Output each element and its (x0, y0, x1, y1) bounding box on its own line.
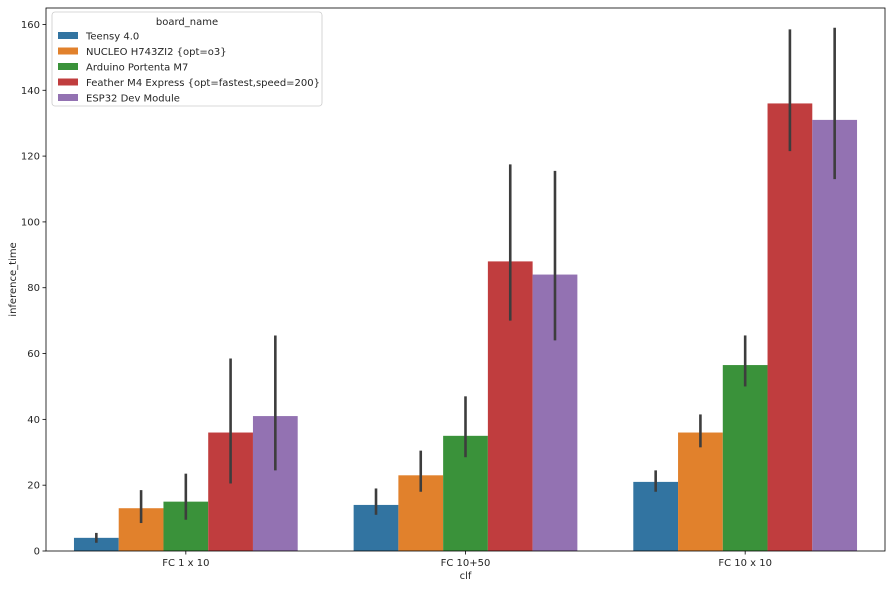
legend-items: Teensy 4.0 NUCLEO H743ZI2 {opt=o3} Arduino… (58, 32, 320, 105)
y-tick-label: 100 (21, 217, 40, 228)
y-tick-label: 120 (21, 152, 40, 163)
legend-swatch (58, 78, 78, 86)
y-tick-label: 0 (34, 547, 40, 558)
bar (812, 119, 858, 551)
legend-label: Teensy 4.0 (85, 32, 139, 43)
y-tick-label: 140 (21, 86, 40, 97)
bar (633, 481, 679, 551)
bar (767, 103, 813, 551)
y-tick-label: 60 (27, 349, 40, 360)
legend-label: Arduino Portenta M7 (86, 63, 188, 74)
y-axis-ticks: 0 20 40 60 80 100 120 140 160 (21, 20, 46, 558)
legend-swatch (58, 47, 78, 55)
legend-swatch (58, 32, 78, 39)
legend-frame (51, 11, 323, 107)
y-tick-label: 80 (27, 283, 40, 294)
legend-swatch (58, 63, 78, 70)
y-tick-label: 160 (21, 20, 40, 31)
legend: board_name Teensy 4.0 NUCLEO H743ZI2 {opt… (51, 11, 323, 107)
legend-label: Feather M4 Express {opt=fastest,speed=20… (86, 78, 320, 89)
x-axis-ticks: FC 1 x 10 FC 10+50 FC 10 x 10 (162, 551, 772, 569)
error-bars-group (95, 27, 836, 543)
x-axis-label: clf (460, 571, 472, 582)
x-tick-label: FC 1 x 10 (162, 558, 209, 569)
x-tick-label: FC 10+50 (441, 558, 491, 569)
legend-swatch (58, 94, 78, 101)
bar (678, 432, 723, 551)
legend-title: board_name (156, 17, 218, 28)
y-tick-label: 20 (27, 481, 40, 492)
legend-label: ESP32 Dev Module (86, 94, 180, 105)
bar (722, 365, 768, 551)
y-tick-label: 40 (27, 415, 40, 426)
y-axis-label: inference_time (8, 242, 19, 316)
bar (73, 537, 119, 551)
legend-label: NUCLEO H743ZI2 {opt=o3} (86, 47, 227, 58)
x-tick-label: FC 10 x 10 (718, 558, 772, 569)
